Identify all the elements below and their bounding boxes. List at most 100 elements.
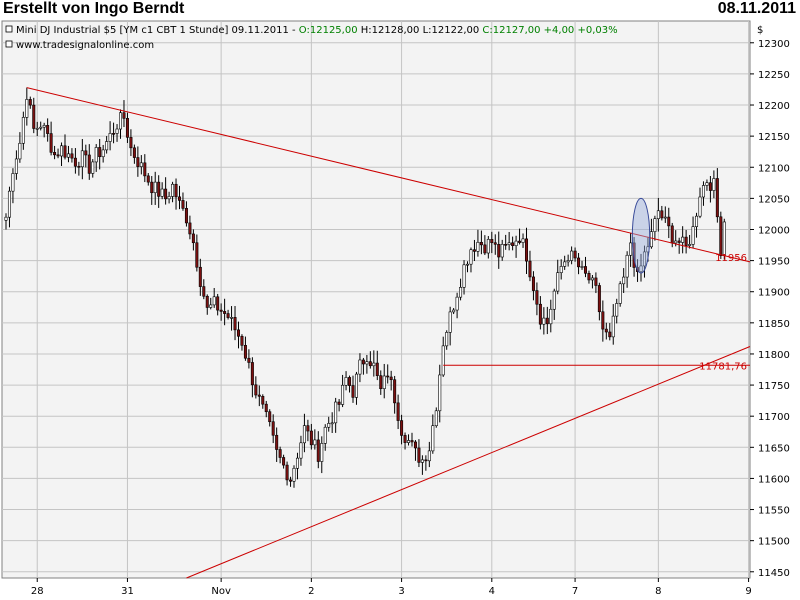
open-value: O:12125,00 xyxy=(299,25,358,36)
candle-body xyxy=(254,384,258,396)
candle-body xyxy=(306,425,310,432)
candle-body xyxy=(698,196,702,217)
candle-body xyxy=(302,425,306,444)
candle-body xyxy=(587,272,591,281)
price-annotation: 11956 xyxy=(715,253,747,264)
candle-body xyxy=(708,182,712,191)
candle-body xyxy=(250,362,254,386)
candle-body xyxy=(420,459,424,463)
candle-body xyxy=(400,420,404,436)
candle-body xyxy=(77,165,81,168)
candle-body xyxy=(521,238,525,243)
candle-body xyxy=(389,376,393,381)
candle-body xyxy=(125,118,129,138)
candle-body xyxy=(441,345,445,376)
candle-body xyxy=(295,457,299,469)
candle-body xyxy=(35,127,39,130)
candle-body xyxy=(431,425,435,452)
candle-body xyxy=(531,276,535,291)
candle-body xyxy=(94,147,98,163)
x-tick-label: 2 xyxy=(308,586,314,597)
candle-body xyxy=(184,208,188,224)
candle-body xyxy=(681,236,685,243)
candle-body xyxy=(656,210,660,219)
candle-body xyxy=(455,296,459,311)
candle-body xyxy=(80,150,84,168)
candle-body xyxy=(153,181,157,194)
candle-body xyxy=(438,374,442,412)
candle-body xyxy=(108,133,112,142)
candle-body xyxy=(615,303,619,317)
candle-body xyxy=(268,411,272,423)
candle-body xyxy=(39,126,43,129)
candle-body xyxy=(341,384,345,405)
trendline-upper xyxy=(26,87,751,263)
candle-body xyxy=(7,190,11,218)
candle-body xyxy=(642,251,646,267)
candle-body xyxy=(330,422,334,425)
candle-body xyxy=(139,162,143,167)
candle-body xyxy=(157,181,161,197)
instrument-info: Mini DJ Industrial $5 [YM c1 CBT 1 Stund… xyxy=(16,25,618,36)
candle-body xyxy=(122,112,126,119)
x-tick-label: 4 xyxy=(489,586,495,597)
candle-body xyxy=(323,426,327,444)
candle-body xyxy=(379,375,383,390)
candle-body xyxy=(240,335,244,346)
x-tick-label: 3 xyxy=(398,586,404,597)
y-tick-label: 12050 xyxy=(758,194,790,205)
candle-body xyxy=(452,309,456,313)
candle-body xyxy=(528,260,532,278)
x-tick-label: 28 xyxy=(31,586,44,597)
candle-body xyxy=(417,447,421,463)
candle-body xyxy=(112,133,116,135)
candle-body xyxy=(14,158,18,174)
candle-body xyxy=(608,331,612,338)
candles xyxy=(4,87,726,488)
candle-body xyxy=(365,361,369,365)
candle-body xyxy=(538,303,542,325)
candle-body xyxy=(105,141,109,151)
y-tick-label: 11850 xyxy=(758,319,790,330)
x-tick-label: 9 xyxy=(745,586,751,597)
candle-body xyxy=(73,157,77,167)
candle-body xyxy=(49,133,53,153)
candle-body xyxy=(191,233,195,244)
y-tick-label: 11700 xyxy=(758,412,790,423)
candle-body xyxy=(493,242,497,245)
candle-body xyxy=(549,308,553,325)
candle-body xyxy=(223,311,227,314)
y-tick-label: 12000 xyxy=(758,225,790,236)
candle-body xyxy=(351,385,355,398)
y-tick-label: 12150 xyxy=(758,132,790,143)
candle-body xyxy=(32,104,36,129)
y-tick-label: 11900 xyxy=(758,288,790,299)
candle-body xyxy=(507,242,511,245)
x-tick-label: 8 xyxy=(655,586,661,597)
candle-body xyxy=(299,442,303,459)
candle-body xyxy=(476,241,480,252)
candle-body xyxy=(320,443,324,462)
candle-body xyxy=(413,441,417,449)
candle-body xyxy=(479,241,483,246)
candle-body xyxy=(70,153,74,159)
candle-body xyxy=(594,277,598,286)
candle-body xyxy=(42,125,46,128)
low-value: L:12122,00 xyxy=(423,25,480,36)
candle-body xyxy=(552,290,556,310)
candle-body xyxy=(289,479,293,482)
x-tick-label: 31 xyxy=(121,586,134,597)
candle-body xyxy=(129,137,133,149)
candle-body xyxy=(649,231,653,248)
candle-body xyxy=(264,403,268,413)
candle-body xyxy=(261,396,265,405)
candle-body xyxy=(590,277,594,281)
candle-body xyxy=(580,266,584,268)
candle-body xyxy=(119,112,123,130)
candle-body xyxy=(358,359,362,375)
y-tick-label: 11750 xyxy=(758,381,790,392)
y-tick-label: 11800 xyxy=(758,350,790,361)
candle-body xyxy=(691,226,695,245)
candle-body xyxy=(545,317,549,325)
